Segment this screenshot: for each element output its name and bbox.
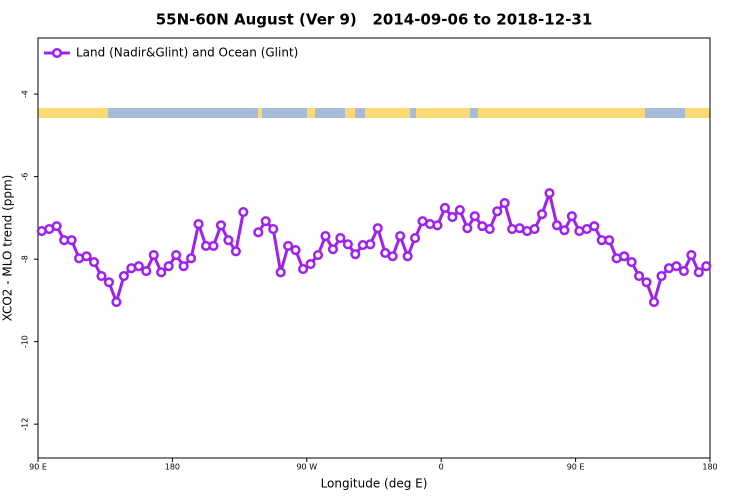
- data-point: [350, 249, 361, 260]
- data-point: [88, 256, 100, 268]
- data-point: [499, 197, 510, 209]
- data-point: [141, 266, 152, 277]
- y-tick-label: -6: [21, 173, 30, 181]
- data-point: [634, 271, 645, 282]
- data-point: [372, 223, 383, 234]
- data-point: [454, 204, 465, 216]
- data-point: [66, 235, 77, 246]
- data-point: [559, 225, 570, 236]
- data-point: [671, 261, 682, 272]
- data-point: [268, 223, 279, 235]
- data-point: [469, 211, 480, 222]
- land-ocean-band: [38, 108, 710, 118]
- data-point: [298, 263, 309, 275]
- data-point: [253, 227, 264, 238]
- data-point: [171, 249, 182, 261]
- legend-label: Land (Nadir&Glint) and Ocean (Glint): [76, 46, 298, 60]
- data-point: [365, 239, 376, 250]
- data-point: [238, 207, 249, 218]
- data-point: [529, 223, 540, 235]
- data-point: [551, 220, 562, 231]
- data-point: [283, 240, 294, 251]
- data-point: [432, 220, 443, 231]
- data-point: [275, 267, 286, 278]
- data-point: [536, 209, 548, 220]
- x-axis-label: Longitude (deg E): [321, 477, 428, 491]
- x-tick-label: 180: [165, 463, 180, 472]
- data-point: [96, 271, 107, 282]
- data-point: [648, 296, 660, 308]
- data-point: [395, 230, 406, 242]
- data-point: [439, 202, 450, 214]
- data-point: [186, 253, 197, 264]
- data-point: [208, 240, 219, 251]
- data-point: [156, 267, 167, 278]
- data-point: [305, 259, 316, 270]
- y-tick-label: -8: [21, 255, 30, 263]
- data-point: [223, 235, 234, 246]
- x-tick-label: 90 W: [296, 463, 317, 472]
- data-point: [118, 271, 129, 282]
- data-point: [410, 233, 421, 244]
- data-point: [335, 233, 346, 244]
- y-tick-label: -4: [21, 90, 30, 98]
- data-point: [111, 296, 122, 308]
- data-point: [51, 221, 62, 232]
- data-point: [260, 216, 271, 227]
- data-point: [290, 245, 301, 256]
- data-point: [566, 211, 577, 222]
- legend-marker: [51, 47, 63, 59]
- data-point: [701, 261, 712, 272]
- data-point: [686, 249, 697, 261]
- x-tick-label: 0: [439, 463, 444, 472]
- plot-frame: [37, 37, 711, 459]
- data-point: [544, 188, 555, 199]
- y-axis-label: XCO2 - MLO trend (ppm): [1, 175, 15, 322]
- data-point: [604, 235, 615, 246]
- data-point: [193, 219, 204, 230]
- data-point: [641, 277, 652, 288]
- data-point: [230, 246, 241, 257]
- data-point: [81, 251, 92, 262]
- data-point: [163, 261, 174, 272]
- data-point: [693, 267, 704, 278]
- data-point: [148, 249, 159, 261]
- y-tick-label: -10: [21, 335, 30, 348]
- data-point: [402, 251, 413, 262]
- data-point: [342, 239, 353, 250]
- data-point: [447, 212, 458, 223]
- x-tick-label: 90 E: [567, 463, 585, 472]
- data-point: [656, 271, 667, 282]
- data-point: [589, 221, 600, 232]
- data-point: [178, 261, 189, 272]
- data-point: [312, 249, 324, 261]
- data-point: [462, 223, 473, 234]
- data-point: [387, 251, 398, 262]
- data-point: [320, 230, 331, 242]
- data-point: [484, 223, 495, 235]
- data-point: [492, 206, 503, 217]
- data-point: [103, 277, 114, 288]
- chart-title: 55N-60N August (Ver 9) 2014-09-06 to 201…: [156, 11, 593, 29]
- x-tick-label: 180: [702, 463, 717, 472]
- y-tick-label: -12: [21, 418, 30, 431]
- data-point: [678, 266, 689, 277]
- data-point: [215, 220, 226, 231]
- data-point: [327, 244, 338, 255]
- x-tick-label: 90 E: [29, 463, 47, 472]
- data-point: [626, 256, 637, 268]
- data-point: [619, 251, 630, 262]
- data-point: [133, 261, 144, 272]
